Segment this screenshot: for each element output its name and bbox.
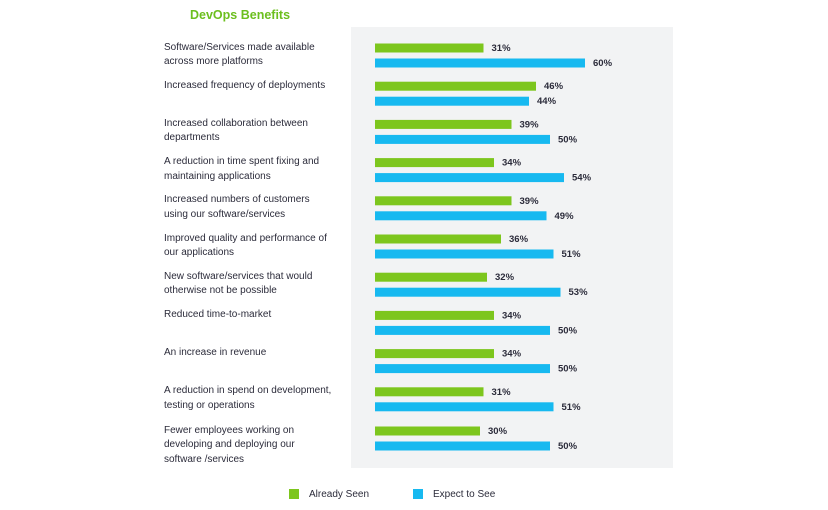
value-label: 44% [537, 96, 557, 107]
value-label: 46% [544, 81, 564, 92]
value-label: 51% [562, 402, 582, 413]
legend-swatch [289, 489, 299, 499]
bar [375, 234, 501, 244]
chart-title: DevOps Benefits [190, 8, 291, 22]
bar [375, 134, 550, 144]
legend-swatch [413, 489, 423, 499]
value-label: 60% [593, 58, 613, 69]
category-label: Software/Services made available across … [164, 41, 315, 68]
value-label: 53% [569, 287, 589, 298]
value-label: 50% [558, 364, 578, 375]
legend-label: Already Seen [309, 489, 369, 500]
category-label: Increased frequency of deployments [164, 79, 326, 91]
bar [375, 158, 494, 168]
category-label: Increased collaboration between departme… [164, 117, 308, 144]
category-label: A reduction in spend on development, tes… [164, 385, 332, 411]
bar [375, 249, 554, 259]
bar [375, 81, 536, 91]
value-label: 54% [572, 173, 592, 184]
value-label: 32% [495, 272, 515, 283]
category-label: Increased numbers of customers using our… [164, 194, 310, 220]
value-label: 50% [558, 441, 578, 452]
value-label: 51% [562, 249, 582, 260]
bar [375, 364, 550, 374]
bar [375, 310, 494, 320]
bar [375, 43, 484, 53]
bar [375, 119, 512, 129]
bar [375, 387, 484, 397]
value-label: 49% [555, 211, 575, 222]
value-label: 39% [520, 119, 540, 130]
bar [375, 272, 487, 282]
value-label: 34% [502, 349, 522, 360]
bar [375, 402, 554, 412]
bar [375, 349, 494, 359]
value-label: 50% [558, 325, 578, 336]
bar [375, 196, 512, 206]
value-label: 39% [520, 196, 540, 207]
value-label: 34% [502, 158, 522, 169]
plot-background [351, 27, 673, 468]
bar [375, 211, 547, 221]
category-label: Fewer employees working on developing an… [164, 424, 295, 465]
value-label: 31% [492, 43, 512, 54]
value-label: 50% [558, 134, 578, 145]
bar [375, 287, 561, 297]
bar [375, 325, 550, 335]
value-label: 30% [488, 426, 508, 437]
value-label: 34% [502, 310, 522, 321]
value-label: 36% [509, 234, 529, 245]
bar [375, 441, 550, 451]
category-label: New software/services that would otherwi… [164, 270, 313, 297]
category-label: Improved quality and performance of our … [164, 232, 327, 259]
category-label: A reduction in time spent fixing and mai… [164, 156, 320, 182]
legend-label: Expect to See [433, 489, 496, 500]
bar [375, 96, 529, 106]
bar [375, 173, 564, 183]
category-label: Reduced time-to-market [164, 308, 272, 320]
value-label: 31% [492, 387, 512, 398]
category-label: An increase in revenue [164, 347, 267, 359]
bar [375, 426, 480, 436]
bar [375, 58, 585, 68]
